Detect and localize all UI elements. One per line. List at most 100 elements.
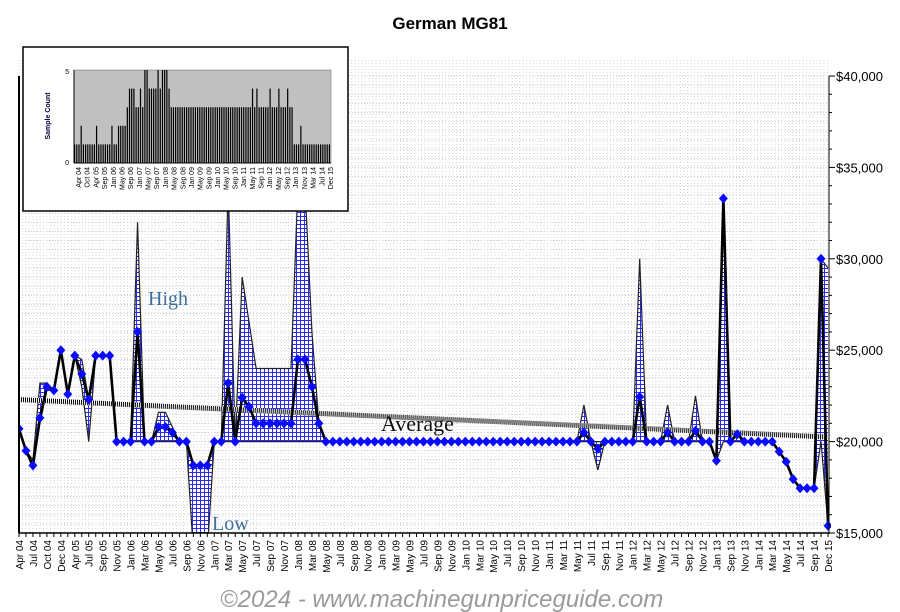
average-price-line	[19, 198, 830, 526]
sample-count-bar	[194, 107, 197, 163]
inset-x-tick-label: Sep 05	[102, 167, 109, 189]
data-point-marker	[384, 436, 394, 447]
sample-count-bar	[109, 144, 111, 163]
sample-count-bar	[76, 144, 78, 163]
inset-x-tick-label: Jan 07	[137, 167, 144, 188]
sample-count-bar	[247, 107, 249, 163]
data-point-marker	[488, 436, 498, 447]
sample-count-bar	[227, 107, 229, 163]
data-point-marker	[300, 354, 310, 365]
sample-count-bar	[267, 107, 269, 163]
data-point-marker	[63, 389, 73, 400]
watermark: ©2024 - www.machinegunpriceguide.com	[220, 586, 663, 612]
data-point-marker	[56, 345, 66, 356]
data-point-marker	[530, 436, 540, 447]
inset-y-tick-label: 0	[65, 160, 69, 167]
x-tick-label: Nov 06	[196, 540, 207, 572]
x-tick-label: Mar 11	[559, 540, 570, 571]
inset-x-tick-label: Jan 12	[267, 167, 274, 188]
inset-x-tick-label: May 07	[146, 167, 153, 190]
x-tick-label: Sep 11	[601, 540, 612, 571]
data-point-marker	[209, 436, 219, 447]
data-point-marker	[781, 456, 791, 467]
sample-count-bar	[223, 107, 225, 163]
inset-x-tick-label: Jul 14	[319, 167, 326, 186]
y-tick-label: $15,000	[836, 526, 883, 541]
x-tick-label: May 10	[489, 540, 500, 573]
x-tick-label: Mar 06	[141, 540, 152, 572]
data-point-marker	[621, 436, 631, 447]
sample-count-bar	[238, 107, 240, 163]
data-point-marker	[446, 436, 456, 447]
x-tick-label: Jan 09	[378, 540, 389, 570]
sample-count-bar	[78, 144, 80, 163]
sample-count-bar	[111, 125, 113, 163]
sample-count-bar	[243, 107, 245, 163]
inset-x-tick-label: May 09	[198, 167, 205, 190]
sample-count-bar	[260, 107, 262, 163]
data-point-marker	[42, 381, 52, 392]
sample-count-bar	[207, 107, 210, 163]
sample-count-bar	[186, 107, 188, 163]
sample-count-bar	[91, 144, 93, 163]
sample-count-bar	[313, 144, 315, 163]
data-point-marker	[223, 378, 233, 389]
sample-count-bar	[326, 144, 328, 163]
sample-count-bar	[320, 144, 322, 163]
sample-count-bar	[225, 107, 227, 163]
sample-count-bar	[256, 88, 258, 163]
sample-count-bar	[229, 107, 232, 163]
sample-count-bar	[309, 144, 311, 163]
sample-count-bar	[271, 107, 273, 163]
data-point-marker	[251, 418, 261, 429]
data-point-marker	[314, 418, 324, 429]
sample-count-bar	[188, 107, 190, 163]
data-point-marker	[642, 436, 652, 447]
x-tick-label: Sep 05	[99, 540, 110, 572]
y-tick-label: $40,000	[836, 69, 883, 84]
data-point-marker	[153, 421, 163, 432]
y-tick-label: $20,000	[836, 435, 883, 450]
data-point-marker	[739, 436, 749, 447]
sample-count-bar	[131, 88, 133, 163]
sample-count-bar	[216, 107, 218, 163]
data-point-marker	[181, 436, 191, 447]
sample-count-bar	[287, 88, 289, 163]
x-tick-label: Jul 10	[503, 540, 514, 567]
data-point-marker	[140, 436, 150, 447]
data-point-marker	[502, 436, 512, 447]
sample-count-bar	[126, 107, 128, 163]
sample-count-bar	[106, 144, 109, 163]
x-tick-label: Mar 12	[643, 540, 654, 572]
sample-count-bar	[124, 125, 126, 163]
sample-count-bar	[181, 107, 183, 163]
data-point-marker	[28, 460, 38, 471]
data-point-marker	[286, 418, 296, 429]
sample-count-bar	[210, 107, 212, 163]
data-point-marker	[70, 350, 80, 361]
sample-count-bar	[258, 107, 260, 163]
sample-count-bar	[115, 144, 117, 163]
sample-count-bar	[295, 144, 298, 163]
sample-count-bar	[120, 125, 122, 163]
data-point-marker	[195, 460, 205, 471]
x-tick-label: Mar 09	[392, 540, 403, 572]
data-point-marker	[509, 436, 519, 447]
inset-y-label: Sample Count	[45, 92, 52, 140]
sample-count-bar	[150, 88, 153, 163]
data-point-marker	[516, 436, 526, 447]
x-tick-label: Sep 12	[685, 540, 696, 572]
data-point-marker	[188, 460, 198, 471]
data-point-marker	[237, 392, 247, 403]
y-tick-label: $25,000	[836, 343, 883, 358]
x-tick-label: Nov 08	[364, 540, 375, 572]
x-tick-label: Jan 07	[210, 540, 221, 570]
sample-count-bar	[137, 107, 139, 163]
sample-count-bar	[199, 107, 201, 163]
x-tick-label: Jul 11	[587, 540, 598, 566]
data-point-marker	[119, 436, 129, 447]
data-point-marker	[697, 436, 707, 447]
x-tick-label: Sep 09	[433, 540, 444, 572]
data-point-marker	[551, 436, 561, 447]
